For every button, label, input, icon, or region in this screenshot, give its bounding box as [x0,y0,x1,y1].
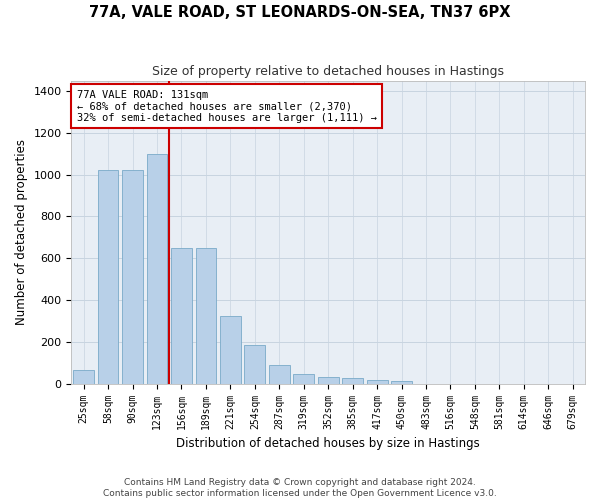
Text: 77A, VALE ROAD, ST LEONARDS-ON-SEA, TN37 6PX: 77A, VALE ROAD, ST LEONARDS-ON-SEA, TN37… [89,5,511,20]
Bar [171,248,192,384]
Y-axis label: Number of detached properties: Number of detached properties [15,139,28,325]
Bar [146,154,167,384]
Bar [318,378,338,384]
Bar [98,170,118,384]
Bar [196,248,217,384]
Bar [391,380,412,384]
Bar [122,170,143,384]
Title: Size of property relative to detached houses in Hastings: Size of property relative to detached ho… [152,65,504,78]
Bar [244,345,265,384]
Bar [342,378,363,384]
Text: Contains HM Land Registry data © Crown copyright and database right 2024.
Contai: Contains HM Land Registry data © Crown c… [103,478,497,498]
Bar [293,374,314,384]
Bar [367,380,388,384]
Bar [73,370,94,384]
Bar [269,365,290,384]
Bar [220,316,241,384]
Text: 77A VALE ROAD: 131sqm
← 68% of detached houses are smaller (2,370)
32% of semi-d: 77A VALE ROAD: 131sqm ← 68% of detached … [77,90,377,123]
X-axis label: Distribution of detached houses by size in Hastings: Distribution of detached houses by size … [176,437,480,450]
